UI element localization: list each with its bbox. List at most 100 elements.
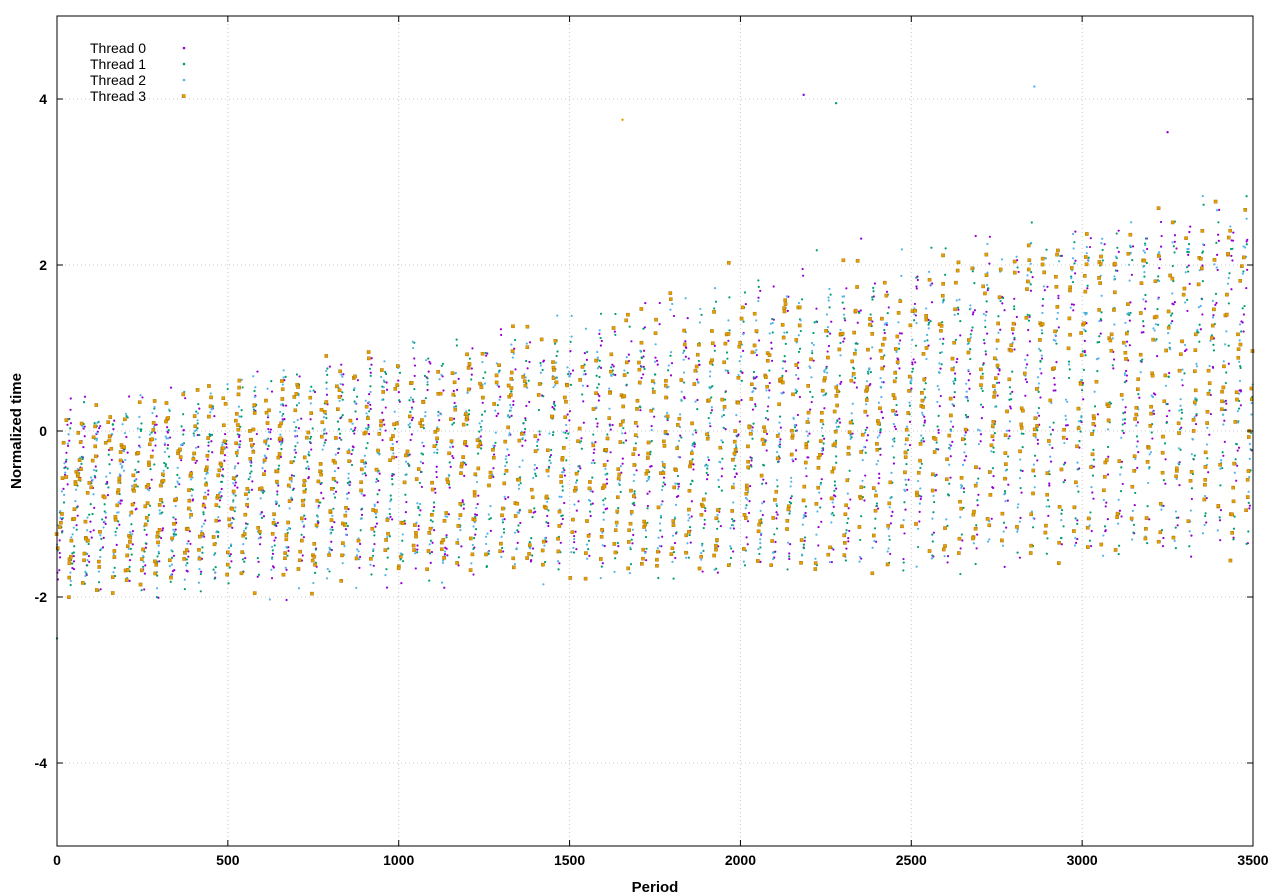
data-point <box>517 511 521 515</box>
data-point <box>519 521 522 525</box>
data-point <box>528 400 531 404</box>
data-point <box>642 349 646 352</box>
data-point <box>840 331 845 336</box>
data-point <box>921 352 926 356</box>
data-point <box>331 514 334 517</box>
data-point <box>629 488 633 493</box>
data-point <box>867 369 870 373</box>
data-point <box>1013 297 1016 300</box>
data-point <box>880 381 884 384</box>
data-point <box>91 512 94 516</box>
data-point <box>920 434 923 437</box>
data-point <box>948 447 952 450</box>
data-point <box>1028 340 1032 343</box>
data-point <box>174 518 177 521</box>
data-point <box>660 503 663 506</box>
data-point <box>1016 266 1019 269</box>
data-point <box>820 388 825 393</box>
data-point <box>430 512 434 517</box>
data-point <box>346 524 349 528</box>
data-point <box>569 383 573 386</box>
data-point <box>737 373 740 377</box>
data-point <box>502 550 505 553</box>
data-point <box>744 302 747 306</box>
data-point <box>1018 449 1022 454</box>
data-point <box>563 395 567 400</box>
data-point <box>830 469 835 474</box>
data-point <box>844 559 847 562</box>
data-point <box>1226 252 1230 256</box>
data-point <box>1003 433 1008 438</box>
data-point <box>739 370 742 373</box>
data-point <box>1158 267 1161 270</box>
data-point <box>110 591 115 595</box>
data-point <box>163 442 167 445</box>
data-point <box>1221 385 1226 390</box>
data-point <box>358 558 361 561</box>
data-point <box>720 439 723 442</box>
data-point <box>202 522 205 525</box>
data-point <box>572 546 575 549</box>
data-point <box>173 569 176 572</box>
data-point <box>1031 276 1034 279</box>
data-point <box>565 436 568 440</box>
data-point <box>756 529 761 534</box>
data-point <box>964 431 967 434</box>
data-point <box>992 390 997 395</box>
data-point <box>633 492 636 495</box>
data-point <box>414 534 418 539</box>
data-point <box>1171 292 1174 295</box>
data-point <box>829 496 834 501</box>
data-point <box>875 447 880 452</box>
data-point <box>673 541 677 545</box>
data-point <box>384 538 388 542</box>
data-point <box>187 506 191 511</box>
data-point <box>992 446 995 449</box>
data-point <box>184 397 187 400</box>
data-point <box>937 414 940 417</box>
data-point <box>649 450 652 453</box>
data-point <box>870 571 875 576</box>
data-point <box>297 558 302 563</box>
data-point <box>385 388 389 391</box>
data-point <box>451 392 456 397</box>
data-point <box>845 478 850 483</box>
data-point <box>511 356 514 359</box>
data-point <box>534 474 538 478</box>
data-point <box>323 432 326 435</box>
data-point <box>242 543 245 546</box>
data-point <box>420 470 423 473</box>
data-point <box>661 463 666 467</box>
data-point <box>752 390 755 393</box>
data-point <box>466 366 471 370</box>
data-point <box>466 391 469 394</box>
data-point <box>514 368 517 371</box>
data-point <box>1129 251 1132 254</box>
data-point <box>395 383 399 387</box>
data-point <box>1136 466 1139 469</box>
data-point <box>216 473 221 478</box>
data-point <box>604 448 609 452</box>
data-point <box>262 472 266 477</box>
data-point <box>609 451 612 454</box>
data-point <box>319 472 323 477</box>
data-point <box>719 461 722 464</box>
data-point <box>841 301 844 304</box>
data-point <box>997 331 1000 334</box>
data-point <box>666 411 669 414</box>
data-point <box>75 488 78 491</box>
data-point <box>509 393 513 397</box>
data-point <box>235 454 239 458</box>
data-point <box>143 588 146 591</box>
data-point <box>919 497 922 501</box>
data-point <box>436 451 439 455</box>
data-point <box>441 561 445 565</box>
data-point <box>992 356 997 361</box>
data-point <box>106 420 111 424</box>
data-point <box>69 554 73 559</box>
data-point <box>644 551 647 555</box>
data-point <box>99 424 102 428</box>
data-point <box>1085 312 1088 315</box>
data-point <box>382 379 385 382</box>
data-point <box>266 447 269 451</box>
